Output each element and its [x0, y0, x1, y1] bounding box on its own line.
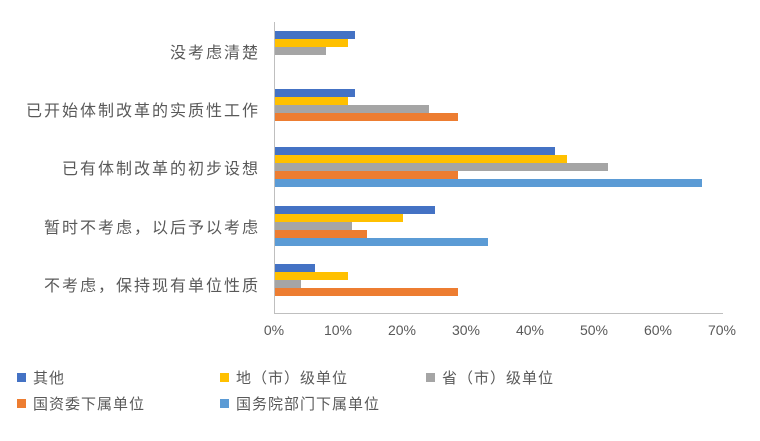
x-tick-label-6: 60% — [643, 322, 673, 338]
bar-series-0-cat-2 — [275, 147, 556, 156]
bar-series-1-cat-1 — [275, 97, 348, 106]
bar-series-2-cat-4 — [275, 279, 301, 288]
bar-series-0-cat-4 — [275, 263, 316, 272]
bar-series-2-cat-2 — [275, 163, 608, 172]
bar-series-1-cat-2 — [275, 155, 568, 164]
legend-label: 其他 — [33, 369, 66, 387]
legend-item-4: 国务院部门下属单位 — [220, 395, 381, 413]
category-label-2: 已有体制改革的初步设想 — [61, 161, 260, 179]
category-label-1: 已开始体制改革的实质性工作 — [25, 103, 260, 121]
legend-swatch-icon — [426, 372, 435, 382]
bar-series-3-cat-1 — [275, 113, 459, 122]
category-label-3: 暂时不考虑，以后予以考虑 — [43, 219, 260, 237]
bar-series-4-cat-2 — [275, 179, 702, 188]
x-tick-label-7: 70% — [707, 322, 737, 338]
x-tick-label-5: 50% — [579, 322, 609, 338]
x-tick-label-4: 40% — [515, 322, 545, 338]
bar-series-0-cat-3 — [275, 205, 435, 214]
y-axis-line — [274, 22, 275, 313]
category-label-0: 没考虑清楚 — [169, 45, 260, 63]
legend-item-1: 地（市）级单位 — [220, 369, 349, 387]
x-tick-label-1: 10% — [323, 322, 353, 338]
legend-swatch-icon — [220, 372, 229, 382]
x-axis-line — [274, 313, 723, 314]
x-tick-label-3: 30% — [451, 322, 481, 338]
bar-series-3-cat-2 — [275, 171, 459, 180]
bar-series-2-cat-3 — [275, 221, 352, 230]
bar-series-4-cat-3 — [275, 237, 489, 246]
legend-label: 国资委下属单位 — [33, 395, 146, 413]
legend-swatch-icon — [17, 372, 26, 382]
bar-series-0-cat-1 — [275, 89, 355, 98]
legend-label: 国务院部门下属单位 — [236, 395, 381, 413]
x-tick-label-0: 0% — [263, 322, 285, 338]
legend-item-3: 国资委下属单位 — [17, 395, 146, 413]
legend-swatch-icon — [17, 398, 26, 408]
bar-series-1-cat-3 — [275, 213, 403, 222]
x-tick-label-2: 20% — [387, 322, 417, 338]
bar-series-2-cat-1 — [275, 105, 429, 114]
bar-series-1-cat-4 — [275, 271, 348, 280]
legend-label: 省（市）级单位 — [442, 369, 555, 387]
legend-item-0: 其他 — [17, 369, 66, 387]
legend-label: 地（市）级单位 — [236, 369, 349, 387]
bar-series-1-cat-0 — [275, 39, 348, 47]
bar-series-0-cat-0 — [275, 31, 355, 39]
legend-item-2: 省（市）级单位 — [426, 369, 555, 387]
bar-series-3-cat-3 — [275, 229, 367, 238]
bar-series-2-cat-0 — [275, 47, 327, 55]
legend-swatch-icon — [220, 398, 229, 408]
bar-series-3-cat-4 — [275, 287, 459, 296]
category-label-4: 不考虑，保持现有单位性质 — [43, 277, 260, 295]
